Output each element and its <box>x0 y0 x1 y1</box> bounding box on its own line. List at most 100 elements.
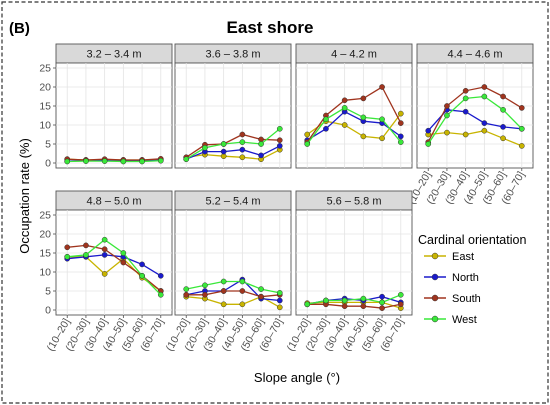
data-point-north <box>481 120 488 126</box>
data-point-south <box>360 303 367 310</box>
data-point-east <box>462 131 469 138</box>
data-point-north <box>258 152 264 159</box>
plot-area <box>416 62 534 169</box>
data-point-west <box>139 158 145 165</box>
data-point-south <box>518 105 525 111</box>
y-tick-label: 5 <box>45 139 51 151</box>
data-point-west <box>258 286 264 292</box>
data-point-north <box>462 108 469 115</box>
legend-label-south: South <box>452 293 481 305</box>
data-point-north <box>239 146 246 153</box>
series-line-south <box>427 86 523 143</box>
y-tick-label: 20 <box>39 82 51 94</box>
series-line-east <box>428 130 523 147</box>
data-point-west <box>323 297 329 304</box>
data-point-east <box>304 131 311 138</box>
data-point-west <box>183 286 190 292</box>
data-point-east <box>101 271 108 277</box>
data-point-east <box>397 110 404 117</box>
legend-label-east: East <box>452 251 474 263</box>
legend-label-north: North <box>452 272 479 284</box>
series-line-west <box>186 280 280 294</box>
series-line-north <box>186 278 280 302</box>
series-line-south <box>185 133 280 158</box>
data-point-west <box>425 141 432 147</box>
data-point-south <box>202 291 208 298</box>
data-point-west <box>341 105 348 111</box>
data-point-south <box>64 244 71 251</box>
data-point-west <box>183 156 190 163</box>
series-line-south <box>67 158 161 161</box>
data-point-east <box>220 301 227 308</box>
data-point-west <box>101 158 108 164</box>
data-point-west <box>220 278 227 285</box>
data-point-west <box>444 112 450 119</box>
data-point-south <box>239 131 246 138</box>
data-point-south <box>341 303 348 310</box>
data-point-west <box>239 278 246 285</box>
data-point-south <box>444 103 450 109</box>
data-point-east <box>500 135 506 142</box>
facet-panel: 3.2 – 3.4 m 0 5 10 15 20 25 <box>39 43 173 170</box>
facet-strip-label: 3.6 – 3.8 m <box>205 49 260 61</box>
legend-label-west: West <box>452 314 477 326</box>
facet-panel: 3.6 – 3.8 m <box>174 43 292 169</box>
data-point-west <box>500 106 506 113</box>
data-point-north <box>101 252 108 258</box>
x-axis-title: Slope angle (°) <box>254 370 340 385</box>
data-point-south <box>379 305 385 311</box>
data-point-west <box>83 158 89 164</box>
series-line-east <box>307 301 401 309</box>
y-tick-label: 10 <box>39 120 51 132</box>
data-point-north <box>220 148 227 155</box>
data-point-east <box>444 129 450 136</box>
data-point-north <box>500 124 506 130</box>
y-tick-label: 20 <box>39 229 51 241</box>
data-point-south <box>462 87 469 94</box>
data-point-south <box>500 93 506 100</box>
data-point-west <box>397 139 404 145</box>
data-point-west <box>304 301 311 308</box>
data-point-west <box>64 253 71 260</box>
legend-key-point <box>431 252 439 260</box>
panel-label: (B) <box>9 20 30 37</box>
data-point-west <box>518 125 525 132</box>
data-point-east <box>518 143 525 149</box>
data-point-north <box>276 297 283 304</box>
data-point-east <box>239 154 246 161</box>
facet-panel: 5.6 – 5.8 m(10–20](20–30](30–40](40–50](… <box>285 190 413 353</box>
series-line-west <box>67 238 162 296</box>
data-point-west <box>157 291 164 298</box>
data-point-west <box>276 125 283 132</box>
data-point-south <box>183 291 190 298</box>
data-point-east <box>239 301 246 308</box>
facet-strip-label: 5.6 – 5.8 m <box>326 196 381 208</box>
plot-area <box>55 62 173 169</box>
y-tick-label: 0 <box>45 158 51 170</box>
data-point-west <box>120 158 127 165</box>
data-point-west <box>239 139 246 145</box>
facet-strip-label: 4.8 – 5.0 m <box>86 196 141 208</box>
data-point-west <box>202 144 208 151</box>
y-tick-label: 10 <box>39 267 51 279</box>
data-point-south <box>397 301 404 308</box>
data-point-west <box>341 297 348 304</box>
data-point-west <box>462 95 469 102</box>
legend-key-point <box>431 294 439 302</box>
chart-title: East shore <box>227 18 314 37</box>
data-point-west <box>304 141 311 147</box>
data-point-south <box>120 259 127 266</box>
y-tick-label: 5 <box>45 286 51 298</box>
data-point-west <box>120 250 127 256</box>
plot-area <box>55 209 173 316</box>
data-point-east <box>481 127 488 134</box>
data-point-south <box>101 246 108 253</box>
facet-panel: 4.4 – 4.6 m(10–20](20–30](30–40](40–50](… <box>406 43 534 206</box>
facet-strip-label: 3.2 – 3.4 m <box>86 49 141 61</box>
data-point-west <box>481 93 488 100</box>
data-point-south <box>258 293 264 300</box>
series-line-west <box>427 95 523 145</box>
legend-key-point <box>431 273 439 281</box>
